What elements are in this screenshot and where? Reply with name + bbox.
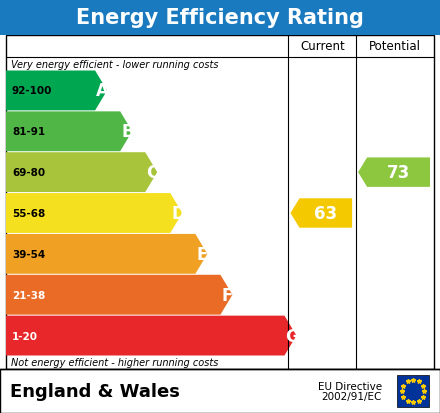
Polygon shape <box>6 316 297 356</box>
Bar <box>0 0 440 36</box>
Polygon shape <box>6 112 132 152</box>
Text: A: A <box>96 82 109 100</box>
Text: G: G <box>286 327 299 345</box>
Polygon shape <box>6 275 232 315</box>
Text: C: C <box>146 164 158 182</box>
Text: 39-54: 39-54 <box>12 249 45 259</box>
Polygon shape <box>6 71 107 111</box>
Text: 69-80: 69-80 <box>12 168 45 178</box>
Text: Not energy efficient - higher running costs: Not energy efficient - higher running co… <box>11 358 218 368</box>
Text: E: E <box>196 245 208 263</box>
Text: D: D <box>171 204 185 223</box>
Text: F: F <box>221 286 233 304</box>
Text: 63: 63 <box>314 204 337 223</box>
Text: 21-38: 21-38 <box>12 290 45 300</box>
Text: England & Wales: England & Wales <box>10 382 180 400</box>
Text: 1-20: 1-20 <box>12 331 38 341</box>
Text: 55-68: 55-68 <box>12 209 45 218</box>
Polygon shape <box>6 194 182 233</box>
Polygon shape <box>290 199 352 228</box>
Text: Very energy efficient - lower running costs: Very energy efficient - lower running co… <box>11 59 219 69</box>
Text: Potential: Potential <box>369 40 421 53</box>
Text: B: B <box>121 123 134 141</box>
Polygon shape <box>6 153 157 192</box>
Polygon shape <box>358 158 430 188</box>
Polygon shape <box>6 234 207 274</box>
Bar <box>6 36 434 369</box>
Bar <box>397 375 429 407</box>
Text: Energy Efficiency Rating: Energy Efficiency Rating <box>76 8 364 28</box>
Text: Current: Current <box>300 40 345 53</box>
Text: 92-100: 92-100 <box>12 86 52 96</box>
Text: 2002/91/EC: 2002/91/EC <box>322 391 382 401</box>
Text: EU Directive: EU Directive <box>318 381 382 391</box>
Bar <box>0 369 440 413</box>
Text: 81-91: 81-91 <box>12 127 45 137</box>
Text: 73: 73 <box>387 164 410 182</box>
